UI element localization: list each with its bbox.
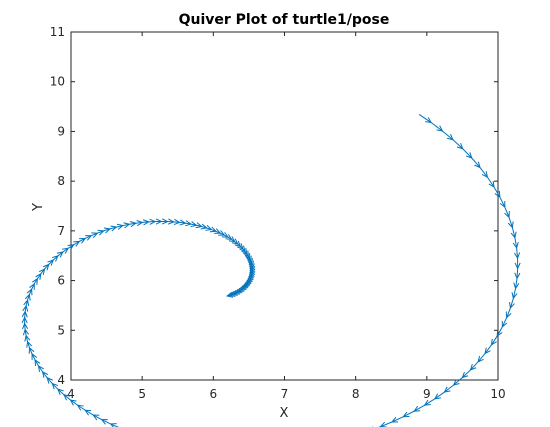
quiver-arrow-shaft — [512, 288, 517, 299]
x-tick-label: 7 — [281, 387, 289, 401]
quiver-arrow-shaft — [484, 344, 492, 354]
quiver-arrow-shaft — [424, 398, 436, 406]
quiver-arrow-shaft — [84, 409, 94, 416]
quiver-arrow-shaft — [516, 247, 519, 259]
quiver-arrow-shaft — [34, 359, 40, 367]
quiver-arrow-shaft — [462, 369, 471, 378]
quiver-arrow-shaft — [462, 148, 473, 159]
arrow-series — [21, 113, 521, 427]
quiver-arrow-shaft — [380, 421, 393, 427]
quiver-arrow-shaft — [501, 317, 508, 328]
quiver-arrow-shaft — [508, 217, 513, 228]
quiver-arrow-shaft — [110, 423, 120, 427]
x-tick-label: 10 — [490, 387, 505, 401]
quiver-arrow-shaft — [515, 278, 518, 289]
quiver-arrow-shaft — [506, 307, 511, 318]
y-axis-label: Y — [31, 203, 46, 212]
y-tick-label: 4 — [57, 373, 65, 387]
quiver-arrow-shaft — [38, 365, 44, 373]
chart-title: Quiver Plot of turtle1/pose — [179, 12, 390, 28]
y-tick-label: 6 — [57, 274, 65, 288]
quiver-arrow-shaft — [486, 176, 495, 188]
quiver-arrow-shaft — [453, 377, 463, 386]
quiver-arrow-shaft — [493, 186, 501, 198]
quiver-arrow-shaft — [499, 196, 506, 208]
x-tick-label: 9 — [423, 387, 431, 401]
quiver-arrow-head — [37, 365, 45, 372]
quiver-arrow-shaft — [511, 227, 516, 238]
quiver-arrow-shaft — [391, 416, 404, 423]
x-tick-label: 5 — [138, 387, 146, 401]
quiver-arrow-shaft — [516, 268, 519, 279]
quiver-arrow-shaft — [70, 399, 78, 406]
quiver-arrow-shaft — [444, 384, 454, 393]
quiver-arrow-shaft — [434, 391, 445, 400]
x-axis-label: X — [280, 406, 289, 421]
axis-ticks: 4 5 6 7 8 9 10 4 5 6 7 8 9 10 11 — [50, 25, 506, 401]
quiver-arrow-shaft — [491, 335, 498, 346]
quiver-arrow-shaft — [471, 157, 481, 168]
quiver-arrow-shaft — [42, 371, 48, 379]
quiver-arrow-shaft — [51, 383, 59, 390]
quiver-arrow-shaft — [496, 326, 503, 337]
x-tick-label: 4 — [67, 387, 75, 401]
quiver-arrow-head — [225, 291, 234, 298]
x-tick-label: 8 — [352, 387, 360, 401]
quiver-arrow-shaft — [57, 388, 65, 396]
quiver-arrow-shaft — [504, 206, 510, 218]
quiver-arrow-shaft — [77, 404, 86, 411]
y-tick-label: 11 — [50, 25, 65, 39]
quiver-arrow-shaft — [430, 122, 443, 132]
quiver-arrow-shaft — [403, 410, 415, 418]
y-tick-label: 7 — [57, 224, 65, 238]
quiver-arrow-shaft — [479, 167, 488, 178]
quiver-arrow-shaft — [46, 377, 53, 384]
quiver-arrow-shaft — [514, 237, 518, 248]
y-tick-label: 10 — [50, 75, 65, 89]
quiver-arrow-shaft — [477, 353, 486, 363]
plot-area — [70, 31, 499, 381]
quiver-arrow-head — [100, 419, 108, 425]
quiver-arrow-shaft — [442, 130, 454, 141]
quiver-arrow-shaft — [452, 139, 464, 150]
quiver-arrow-shaft — [93, 414, 102, 421]
quiver-arrow-shaft — [101, 419, 111, 425]
y-tick-label: 9 — [57, 124, 65, 138]
y-tick-label: 8 — [57, 174, 65, 188]
quiver-arrow-head — [76, 404, 84, 411]
quiver-arrow-shaft — [63, 394, 71, 401]
quiver-arrow-shaft — [470, 361, 479, 371]
quiver-arrow-shaft — [418, 113, 432, 123]
x-tick-label: 6 — [210, 387, 218, 401]
quiver-arrow-shaft — [509, 298, 514, 309]
y-tick-label: 5 — [57, 323, 65, 337]
quiver-arrow-shaft — [413, 404, 425, 412]
